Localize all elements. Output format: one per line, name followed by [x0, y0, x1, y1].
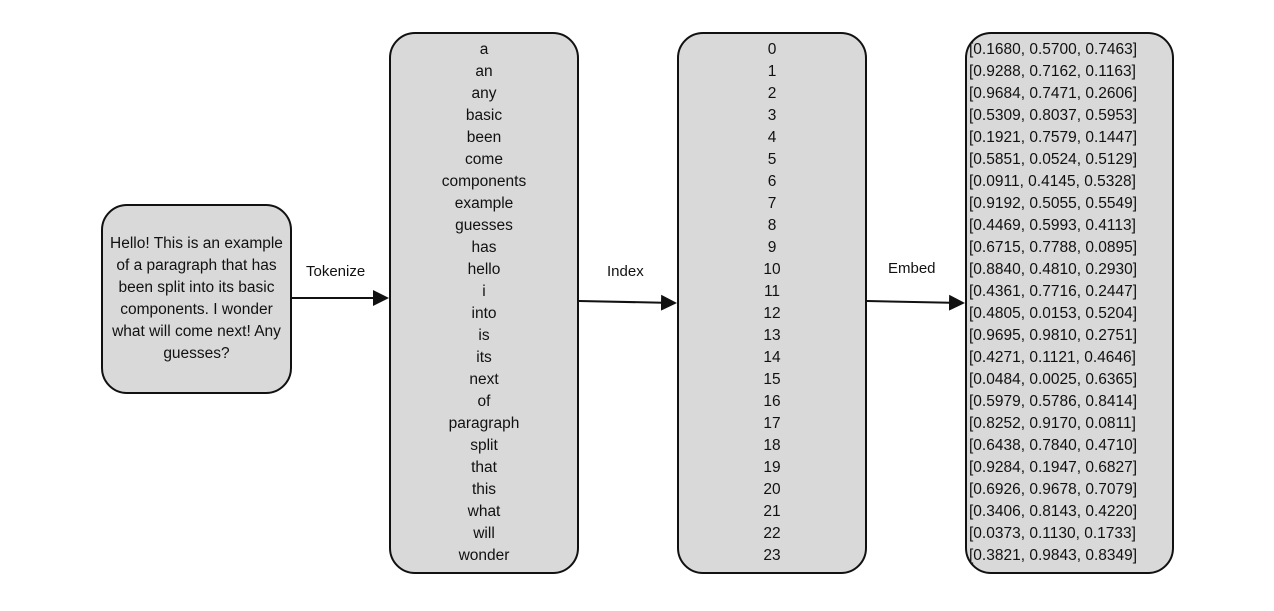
index-row: 1 — [767, 63, 777, 80]
embedding-row: [0.4361, 0.7716, 0.2447] — [969, 283, 1138, 300]
index-row: 15 — [763, 371, 781, 388]
index-box: 0 1 2 3 4 5 6 7 8 9 10 11 12 13 14 15 16 17 18 19 20 21 22 23 — [677, 32, 867, 574]
index-row: 0 — [767, 41, 777, 58]
token-row: wonder — [458, 547, 510, 564]
embed-arrow — [866, 294, 965, 311]
embedding-row: [0.8252, 0.9170, 0.0811] — [969, 415, 1136, 432]
index-row: 12 — [763, 305, 781, 322]
embedding-row: [0.9684, 0.7471, 0.2606] — [969, 85, 1138, 102]
token-row: hello — [467, 261, 501, 278]
token-row: example — [454, 195, 514, 212]
index-row: 17 — [763, 415, 781, 432]
embedding-row: [0.0911, 0.4145, 0.5328] — [969, 173, 1136, 190]
index-row: 6 — [767, 173, 777, 190]
token-row: of — [477, 393, 491, 410]
index-row: 13 — [763, 327, 781, 344]
index-row: 16 — [763, 393, 781, 410]
embedding-row: [0.3821, 0.9843, 0.8349] — [969, 547, 1138, 564]
embedding-row: [0.9192, 0.5055, 0.5549] — [969, 195, 1138, 212]
embed-label: Embed — [888, 260, 936, 277]
embedding-row: [0.4271, 0.1121, 0.4646] — [969, 349, 1136, 366]
token-row: a — [479, 41, 489, 58]
embedding-row: [0.6438, 0.7840, 0.4710] — [969, 437, 1138, 454]
embedding-row: [0.6715, 0.7788, 0.0895] — [969, 239, 1138, 256]
token-row: been — [466, 129, 502, 146]
token-row: split — [470, 437, 498, 454]
index-arrow — [578, 294, 677, 311]
index-row: 3 — [767, 107, 777, 124]
input-text: Hello! This is an example of a paragraph… — [110, 235, 283, 362]
token-row: basic — [465, 107, 503, 124]
token-row: that — [471, 459, 497, 476]
token-row: its — [476, 349, 492, 366]
embedding-row: [0.5979, 0.5786, 0.8414] — [969, 393, 1138, 410]
index-row: 9 — [767, 239, 777, 256]
index-row: 5 — [767, 151, 777, 168]
index-row: 21 — [763, 503, 781, 520]
embedding-row: [0.9284, 0.1947, 0.6827] — [969, 459, 1138, 476]
index-row: 8 — [767, 217, 777, 234]
embedding-row: [0.0484, 0.0025, 0.6365] — [969, 371, 1138, 388]
token-row: this — [471, 481, 497, 498]
index-label: Index — [607, 263, 644, 280]
index-row: 23 — [763, 547, 781, 564]
token-row: components — [441, 173, 527, 190]
embedding-row: [0.8840, 0.4810, 0.2930] — [969, 261, 1138, 278]
index-row: 14 — [763, 349, 781, 366]
index-row: 4 — [767, 129, 777, 146]
embedding-row: [0.1921, 0.7579, 0.1447] — [969, 129, 1138, 146]
embedding-row: [0.5309, 0.8037, 0.5953] — [969, 107, 1138, 124]
embeddings-box: [0.1680, 0.5700, 0.7463] [0.9288, 0.7162,… — [965, 32, 1174, 574]
index-row: 10 — [763, 261, 781, 278]
token-row: is — [478, 327, 490, 344]
embedding-row: [0.0373, 0.1130, 0.1733] — [969, 525, 1136, 542]
embedding-row: [0.9288, 0.7162, 0.1163] — [969, 63, 1136, 80]
index-row: 18 — [763, 437, 781, 454]
token-row: into — [471, 305, 497, 322]
token-row: what — [467, 503, 501, 520]
token-row: any — [471, 85, 497, 102]
tokens-box: a an any basic been come components example gues… — [389, 32, 579, 574]
token-row: has — [471, 239, 497, 256]
token-row: come — [465, 151, 503, 168]
token-row: next — [469, 371, 499, 388]
token-row: an — [475, 63, 493, 80]
token-row: paragraph — [448, 415, 520, 432]
token-row: i — [482, 283, 486, 300]
embedding-row: [0.3406, 0.8143, 0.4220] — [969, 503, 1138, 520]
embedding-row: [0.9695, 0.9810, 0.2751] — [969, 327, 1138, 344]
tokenize-label: Tokenize — [306, 263, 366, 280]
input-text-box: Hello! This is an example of a paragraph… — [101, 204, 292, 394]
index-row: 11 — [763, 283, 781, 300]
embedding-row: [0.4805, 0.0153, 0.5204] — [969, 305, 1138, 322]
token-row: guesses — [455, 217, 513, 234]
embedding-row: [0.6926, 0.9678, 0.7079] — [969, 481, 1138, 498]
index-row: 22 — [763, 525, 781, 542]
token-row: will — [473, 525, 495, 542]
embedding-row: [0.1680, 0.5700, 0.7463] — [969, 41, 1138, 58]
index-row: 7 — [767, 195, 777, 212]
embedding-row: [0.5851, 0.0524, 0.5129] — [969, 151, 1138, 168]
index-row: 19 — [763, 459, 781, 476]
index-row: 20 — [763, 481, 781, 498]
index-row: 2 — [767, 85, 777, 102]
embedding-row: [0.4469, 0.5993, 0.4113] — [969, 217, 1136, 234]
